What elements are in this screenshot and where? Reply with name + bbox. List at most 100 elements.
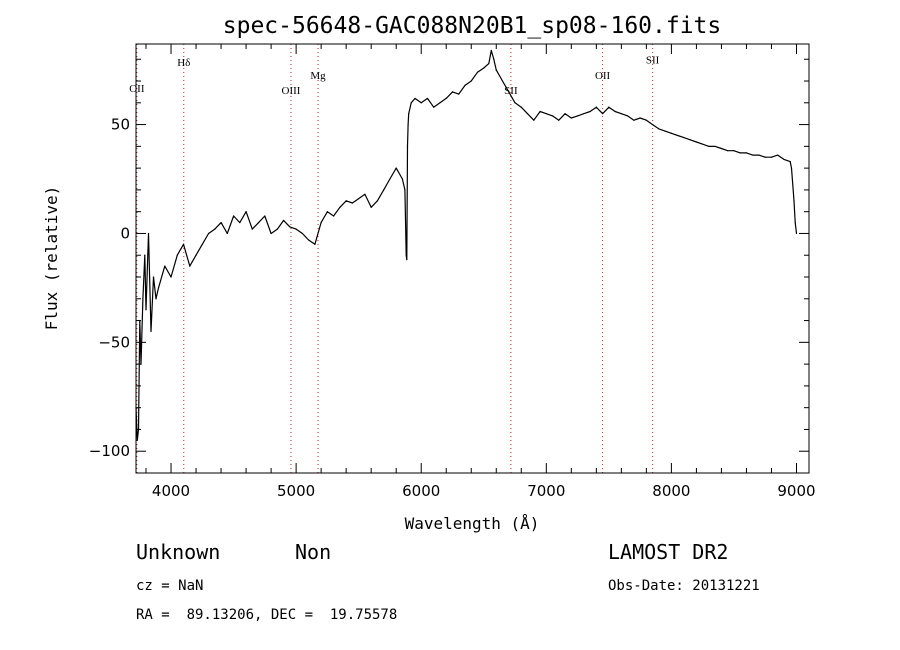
axis-ticks: 4000 5000 6000 7000 8000 9000 −100 −50 0 50 bbox=[89, 44, 816, 500]
spectrum-point bbox=[470, 80, 472, 82]
spectrum-point bbox=[445, 97, 447, 100]
spectrum-point bbox=[276, 228, 278, 230]
spectrum-point bbox=[410, 102, 412, 104]
spectrum-point bbox=[533, 119, 535, 121]
spectrum-point bbox=[794, 221, 796, 224]
spectrum-point bbox=[745, 152, 748, 154]
spectrum-point bbox=[201, 243, 203, 245]
spectrum-point bbox=[232, 215, 235, 217]
spectrum-point bbox=[308, 239, 310, 241]
spectrum-point bbox=[157, 287, 160, 289]
y-tick-label: 50 bbox=[111, 116, 130, 134]
spectrum-point bbox=[793, 200, 795, 202]
spectrum-point bbox=[189, 265, 191, 267]
spectral-line-label: SII bbox=[646, 55, 660, 67]
spectrum-point bbox=[490, 49, 492, 52]
spectrum-point bbox=[708, 145, 710, 147]
spectrum-point bbox=[739, 152, 741, 154]
spectrum-point bbox=[645, 119, 647, 121]
spectrum-point bbox=[145, 309, 147, 311]
spectrum-point bbox=[406, 258, 408, 261]
spectrum-point bbox=[164, 265, 166, 267]
coordinates-label: RA = 89.13206, DEC = 19.75578 bbox=[136, 607, 397, 623]
spectrum-point bbox=[326, 211, 328, 213]
spectrum-point bbox=[150, 330, 152, 333]
spectrum-point bbox=[790, 167, 793, 169]
spectrum-point bbox=[270, 232, 272, 235]
spectrum-point bbox=[551, 115, 554, 117]
spectrum-point bbox=[620, 113, 622, 115]
spectrum-point bbox=[652, 123, 654, 126]
redshift-label: cz = NaN bbox=[136, 578, 203, 594]
spectrum-point bbox=[207, 232, 210, 235]
spectrum-point bbox=[144, 254, 146, 256]
spectrum-point bbox=[239, 221, 241, 224]
spectral-line-label: OII bbox=[595, 70, 611, 82]
spectrum-point bbox=[407, 123, 409, 126]
obs-date-label: Obs-Date: 20131221 bbox=[608, 578, 760, 594]
spectrum-point bbox=[406, 145, 409, 147]
x-tick-label: 5000 bbox=[277, 482, 315, 500]
x-tick-label: 6000 bbox=[402, 482, 440, 500]
spectrum-point bbox=[795, 232, 798, 235]
spectrum-point bbox=[658, 128, 660, 130]
spectrum-line bbox=[135, 49, 798, 441]
spectrum-point bbox=[383, 189, 385, 191]
spectrum-point bbox=[639, 117, 641, 119]
spectrum-point bbox=[758, 154, 760, 156]
spectrum-point bbox=[426, 97, 429, 100]
spectral-line-label: Mg bbox=[310, 70, 326, 82]
spectrum-point bbox=[476, 71, 479, 73]
spectrum-point bbox=[677, 134, 679, 137]
spectrum-point bbox=[142, 298, 144, 300]
spectrum-point bbox=[176, 254, 178, 256]
spectrum-point bbox=[483, 67, 485, 69]
spectrum-point bbox=[539, 110, 541, 113]
spectral-line-label: OIII bbox=[282, 85, 301, 97]
spectrum-point bbox=[264, 215, 266, 217]
spectrum-point bbox=[514, 102, 516, 104]
x-axis-label: Wavelength (Å) bbox=[405, 514, 540, 533]
y-tick-label: −50 bbox=[98, 333, 130, 351]
spectrum-point bbox=[601, 113, 604, 115]
spectrum-point bbox=[451, 91, 454, 93]
spectrum-point bbox=[683, 137, 685, 139]
y-tick-label: −100 bbox=[89, 442, 130, 460]
spectrum-point bbox=[493, 58, 495, 60]
spectral-line-markers: OII Hδ OIII Mg SII OII SII bbox=[129, 44, 660, 473]
y-axis-label: Flux (relative) bbox=[42, 186, 61, 331]
spectrum-point bbox=[583, 113, 585, 115]
spectrum-point bbox=[251, 228, 253, 230]
spectrum-point bbox=[789, 160, 791, 163]
spectrum-point bbox=[389, 178, 391, 180]
spectrum-point bbox=[195, 254, 197, 256]
x-tick-label: 9000 bbox=[777, 482, 815, 500]
spectrum-point bbox=[627, 115, 629, 117]
survey-label: LAMOST DR2 bbox=[608, 540, 728, 564]
spectrum-point bbox=[608, 106, 610, 108]
spectrum-point bbox=[777, 154, 779, 156]
spectrum-point bbox=[314, 243, 316, 245]
spectrum-point bbox=[152, 276, 155, 278]
spectrum-point bbox=[695, 141, 698, 143]
spectrum-point bbox=[439, 102, 441, 104]
spectrum-point bbox=[464, 84, 466, 86]
spectral-line-label: SII bbox=[504, 85, 518, 97]
spectrum-point bbox=[182, 243, 185, 245]
spectrum-point bbox=[414, 97, 416, 100]
spectrum-point bbox=[420, 102, 422, 104]
x-tick-label: 4000 bbox=[152, 482, 190, 500]
spectrum-point bbox=[136, 439, 138, 441]
spectrum-point bbox=[333, 215, 335, 217]
spectrum-point bbox=[351, 202, 354, 204]
spectrum-point bbox=[526, 113, 529, 115]
spectrum-point bbox=[570, 117, 572, 119]
spectrum-point bbox=[545, 113, 547, 115]
spectrum-point bbox=[564, 113, 566, 115]
spectrum-point bbox=[501, 80, 504, 82]
spectrum-point bbox=[727, 150, 729, 152]
spectrum-point bbox=[702, 143, 704, 145]
spectrum-point bbox=[720, 147, 723, 150]
spectrum-point bbox=[752, 154, 754, 156]
